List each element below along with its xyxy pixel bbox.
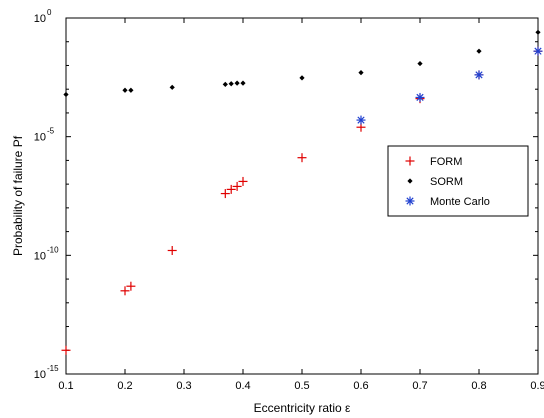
y-tick-base: 10 [34, 132, 46, 144]
y-tick-base: 10 [34, 13, 46, 25]
x-tick-label: 0.2 [117, 380, 132, 392]
sorm-marker [128, 87, 134, 93]
sorm-marker [299, 75, 305, 81]
y-tick-exponent: 0 [47, 8, 52, 17]
y-tick-exponent: -5 [47, 127, 55, 136]
sorm-marker [222, 81, 228, 87]
legend-item-sorm: SORM [407, 176, 463, 188]
axis-ticks [65, 17, 539, 375]
sorm-marker [228, 81, 234, 87]
sorm-marker [535, 29, 541, 35]
legend-marker-form [405, 156, 415, 166]
y-tick-label: 10-5 [34, 127, 55, 144]
sorm-marker [169, 84, 175, 90]
form-marker [61, 345, 71, 355]
form-marker [238, 176, 248, 186]
data-markers [61, 29, 543, 355]
form-marker [226, 184, 236, 194]
monte-carlo-marker [356, 115, 366, 125]
form-marker [232, 181, 242, 191]
form-marker [167, 245, 177, 255]
monte-carlo-marker [533, 46, 543, 56]
legend-marker-monte-carlo [405, 196, 415, 206]
sorm-marker [358, 70, 364, 76]
legend-label: Monte Carlo [430, 196, 490, 208]
x-tick-label: 0.6 [353, 380, 368, 392]
x-axis-label: Eccentricity ratio ε [254, 401, 351, 415]
sorm-marker [122, 87, 128, 93]
sorm-marker [417, 60, 423, 67]
x-tick-labels: 0.1 0.2 0.3 0.4 0.5 0.6 0.7 0.8 0.9 [58, 380, 544, 392]
y-tick-label: 10-10 [34, 245, 59, 262]
x-tick-label: 0.3 [176, 380, 191, 392]
sorm-marker [476, 48, 482, 54]
legend-label: FORM [430, 156, 462, 168]
x-tick-label: 0.5 [294, 380, 309, 392]
x-tick-label: 0.4 [235, 380, 250, 392]
y-tick-label: 10-15 [34, 364, 59, 381]
monte-carlo-marker [415, 92, 425, 102]
y-tick-base: 10 [34, 250, 46, 262]
form-marker [120, 286, 130, 296]
y-tick-label: 100 [34, 8, 52, 25]
y-tick-exponent: -15 [47, 364, 59, 373]
x-tick-label: 0.8 [471, 380, 486, 392]
sorm-marker [234, 80, 240, 86]
form-marker [126, 281, 136, 291]
x-tick-label: 0.9 [530, 380, 544, 392]
legend-items: FORM SORM Monte Carlo [405, 156, 490, 208]
sorm-marker [240, 80, 246, 86]
y-axis-label: Probability of failure Pf [11, 135, 25, 256]
legend: FORM SORM Monte Carlo [387, 145, 529, 217]
x-tick-label: 0.1 [58, 380, 73, 392]
monte-carlo-marker [474, 70, 484, 80]
legend-item-form: FORM [405, 156, 462, 168]
sorm-marker [63, 91, 69, 98]
y-tick-base: 10 [34, 369, 46, 381]
legend-label: SORM [430, 176, 463, 188]
legend-marker-sorm [407, 178, 413, 184]
form-marker [220, 189, 230, 199]
y-tick-exponent: -10 [47, 245, 59, 254]
form-marker [297, 153, 307, 163]
x-tick-label: 0.7 [412, 380, 427, 392]
legend-item-monte-carlo: Monte Carlo [405, 196, 490, 208]
